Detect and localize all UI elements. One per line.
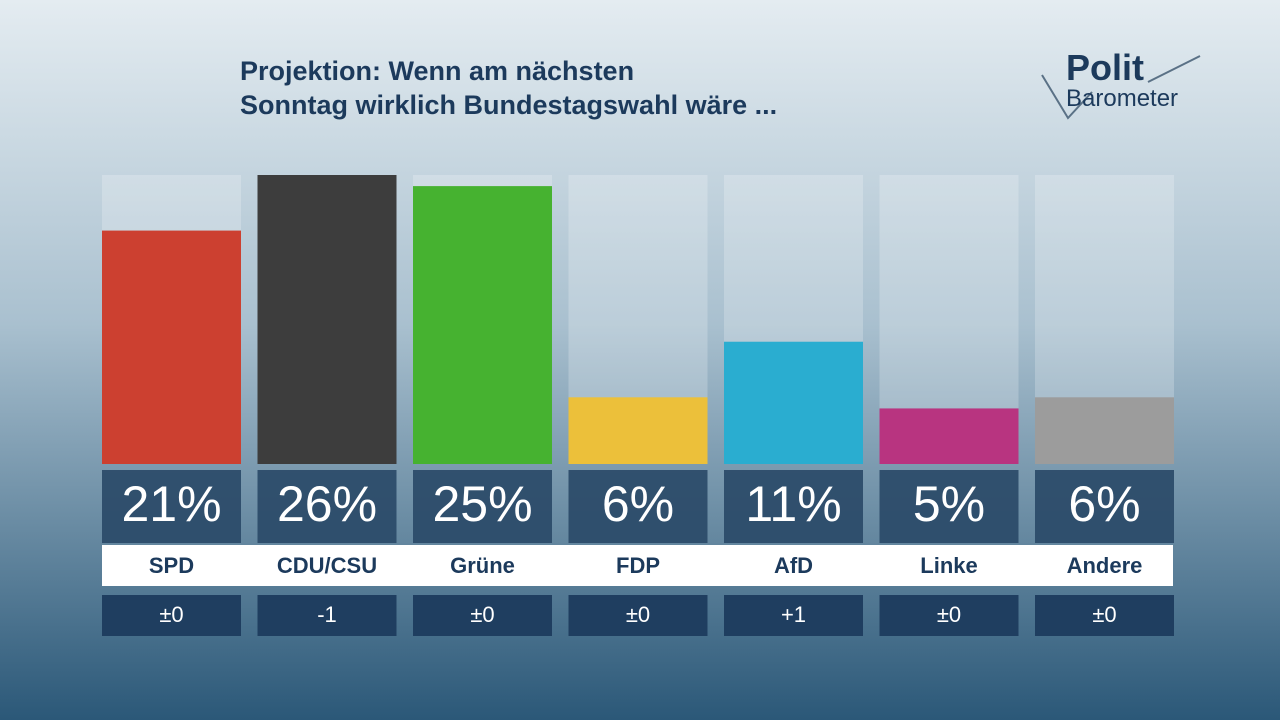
- change-box: [1035, 595, 1174, 636]
- category-label: Grüne: [450, 553, 515, 578]
- bar: [879, 408, 1019, 464]
- change-label: +1: [781, 602, 806, 627]
- value-box: [879, 470, 1019, 543]
- logo: Polit Barometer: [1041, 47, 1201, 120]
- change-label: ±0: [159, 602, 183, 627]
- bar: [1035, 397, 1174, 464]
- bar: [568, 397, 708, 464]
- category-label: Andere: [1067, 553, 1143, 578]
- bar: [102, 230, 241, 464]
- value-box: [102, 470, 241, 543]
- value-label: 6%: [1068, 476, 1140, 532]
- change-label: ±0: [937, 602, 961, 627]
- value-label: 25%: [432, 476, 532, 532]
- value-label: 5%: [913, 476, 985, 532]
- change-box: [568, 595, 708, 636]
- value-box: [1035, 470, 1174, 543]
- change-label: ±0: [626, 602, 650, 627]
- category-label: Linke: [920, 553, 977, 578]
- category-label: SPD: [149, 553, 194, 578]
- value-box: [257, 470, 397, 543]
- change-label: ±0: [470, 602, 494, 627]
- value-label: 21%: [121, 476, 221, 532]
- value-label: 26%: [277, 476, 377, 532]
- chart-title: Projektion: Wenn am nächsten: [240, 56, 634, 86]
- logo-text: Polit: [1066, 47, 1144, 88]
- bar: [413, 186, 552, 464]
- category-label: CDU/CSU: [277, 553, 377, 578]
- bar: [724, 341, 863, 464]
- chart-title: Sonntag wirklich Bundestagswahl wäre ...: [240, 90, 777, 120]
- value-label: 11%: [745, 476, 841, 532]
- change-box: [257, 595, 397, 636]
- category-label: FDP: [616, 553, 660, 578]
- value-box: [724, 470, 863, 543]
- value-box: [568, 470, 708, 543]
- value-box: [413, 470, 552, 543]
- change-label: ±0: [1092, 602, 1116, 627]
- value-label: 6%: [602, 476, 674, 532]
- change-box: [413, 595, 552, 636]
- name-strip: [102, 545, 1173, 586]
- logo-check: [1041, 55, 1201, 120]
- change-box: [102, 595, 241, 636]
- bar: [257, 175, 397, 464]
- change-box: [879, 595, 1019, 636]
- logo-text: Barometer: [1066, 85, 1178, 112]
- change-box: [724, 595, 863, 636]
- change-label: -1: [317, 602, 337, 627]
- category-label: AfD: [774, 553, 813, 578]
